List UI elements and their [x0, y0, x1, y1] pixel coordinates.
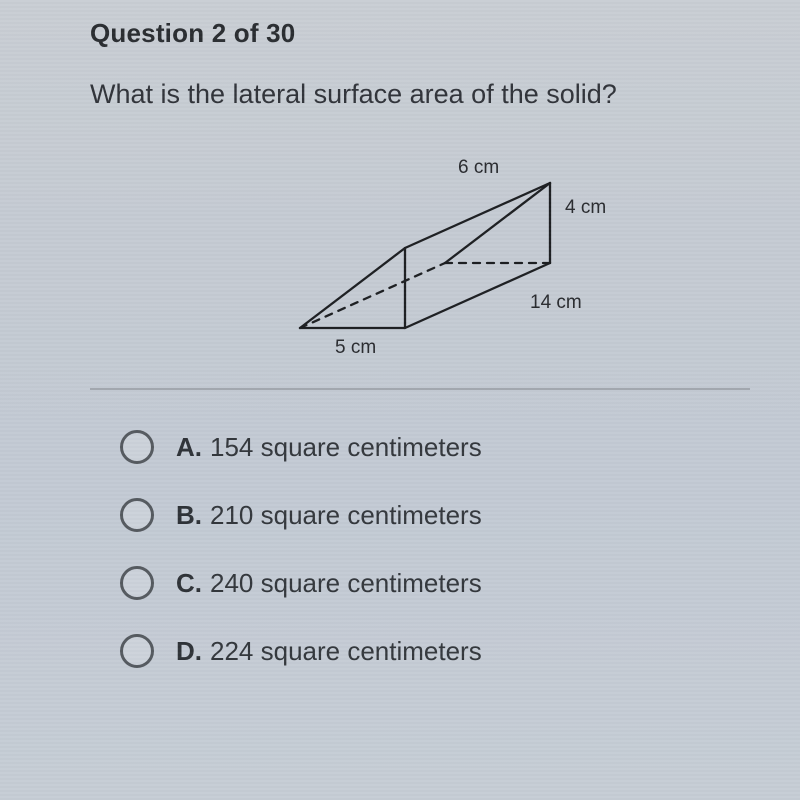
option-b-text: 210 square centimeters [210, 500, 482, 531]
radio-c[interactable] [120, 566, 154, 600]
label-bottom-front: 5 cm [335, 337, 376, 358]
question-page: Question 2 of 30 What is the lateral sur… [0, 0, 800, 668]
radio-a[interactable] [120, 430, 154, 464]
option-d-letter: D. [176, 636, 202, 667]
options-list: A. 154 square centimeters B. 210 square … [90, 430, 750, 668]
question-text: What is the lateral surface area of the … [90, 79, 750, 110]
option-a-text: 154 square centimeters [210, 432, 482, 463]
radio-b[interactable] [120, 498, 154, 532]
option-b[interactable]: B. 210 square centimeters [120, 498, 750, 532]
option-a[interactable]: A. 154 square centimeters [120, 430, 750, 464]
radio-d[interactable] [120, 634, 154, 668]
option-c-letter: C. [176, 568, 202, 599]
option-c-text: 240 square centimeters [210, 568, 482, 599]
option-c[interactable]: C. 240 square centimeters [120, 566, 750, 600]
option-d-text: 224 square centimeters [210, 636, 482, 667]
prism-diagram: 6 cm 4 cm 14 cm 5 cm [230, 138, 610, 358]
label-depth: 14 cm [530, 292, 582, 313]
question-header: Question 2 of 30 [90, 18, 750, 49]
diagram-container: 6 cm 4 cm 14 cm 5 cm [90, 138, 750, 358]
section-divider [90, 388, 750, 390]
label-right-height: 4 cm [565, 197, 606, 218]
label-top-length: 6 cm [458, 157, 499, 178]
option-b-letter: B. [176, 500, 202, 531]
option-d[interactable]: D. 224 square centimeters [120, 634, 750, 668]
option-a-letter: A. [176, 432, 202, 463]
